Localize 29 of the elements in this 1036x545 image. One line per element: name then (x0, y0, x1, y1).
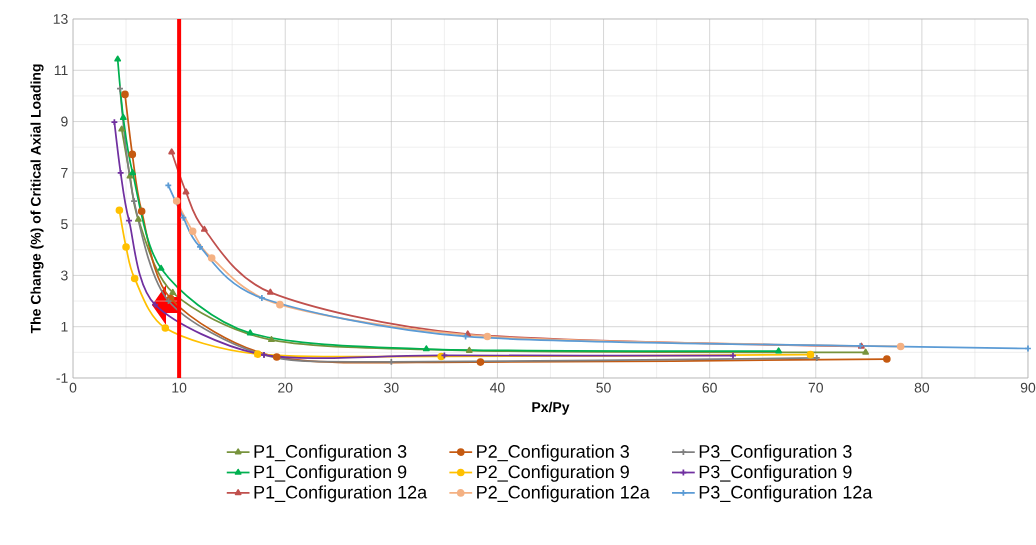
legend-label: P1_Configuration 3 (254, 444, 407, 462)
x-tick-label: 60 (702, 382, 717, 393)
x-axis-title: Px/Py (532, 401, 570, 415)
legend-label: P2_Configuration 12a (477, 485, 650, 503)
x-tick-label: 80 (914, 382, 930, 393)
x-tick-label: 20 (278, 382, 293, 393)
y-tick-label: 13 (53, 14, 68, 24)
y-axis-title: The Change (%) of Critical Axial Loading (30, 64, 44, 334)
x-tick-label: 50 (596, 382, 611, 393)
legend-label: P3_Configuration 12a (699, 485, 873, 503)
y-tick-label: 9 (61, 116, 68, 127)
y-tick-label: 5 (61, 219, 68, 230)
y-tick-label: 11 (54, 65, 68, 76)
legend-label: P3_Configuration 3 (699, 444, 852, 462)
x-tick-label: 0 (69, 382, 77, 393)
legend-label: P1_Configuration 12a (254, 485, 428, 503)
x-tick-label: 10 (172, 382, 187, 393)
y-tick-label: 7 (61, 168, 68, 178)
x-tick-label: 90 (1020, 382, 1036, 393)
x-tick-label: 40 (489, 382, 505, 393)
x-tick-label: 70 (808, 382, 823, 393)
legend-label: P2_Configuration 3 (477, 444, 629, 462)
y-tick-label: 3 (61, 270, 68, 281)
x-tick-label: 30 (384, 382, 399, 393)
legend-label: P3_Configuration 9 (699, 464, 852, 482)
legend-label: P2_Configuration 9 (477, 464, 629, 482)
y-tick-label: 1 (61, 321, 68, 332)
legend-label: P1_Configuration 9 (254, 464, 407, 482)
y-tick-label: -1 (56, 373, 68, 383)
